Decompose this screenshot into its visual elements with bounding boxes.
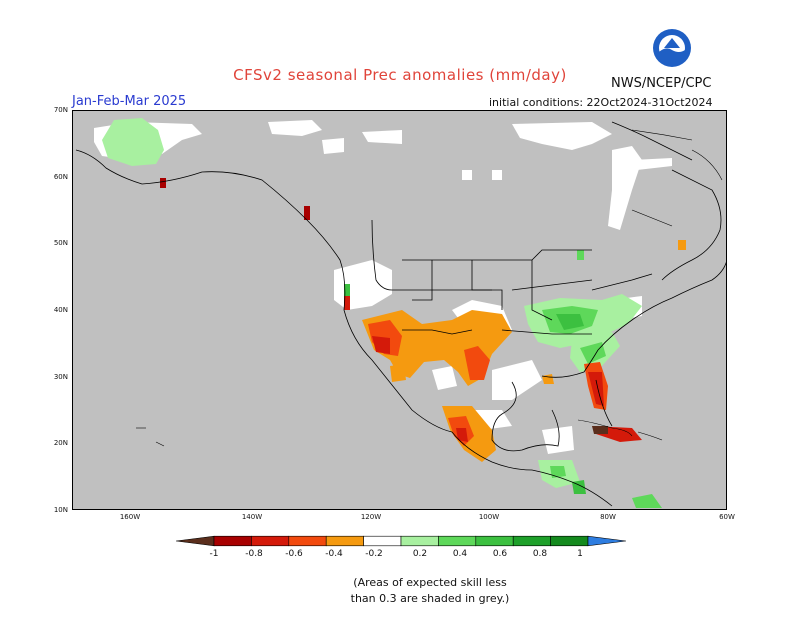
legend-tick-label: -0.4 bbox=[325, 549, 343, 559]
lon-label: 100W bbox=[478, 513, 500, 521]
lon-label: 60W bbox=[719, 513, 735, 521]
legend-swatch bbox=[438, 535, 477, 547]
legend-tick-label: 0.6 bbox=[492, 549, 508, 559]
lat-label: 50N bbox=[53, 239, 68, 247]
color-scale-legend bbox=[176, 535, 626, 547]
legend-tick-label: 0.2 bbox=[412, 549, 428, 559]
noaa-logo-icon bbox=[653, 29, 691, 67]
lat-label: 40N bbox=[53, 306, 68, 314]
lon-label: 160W bbox=[119, 513, 141, 521]
lat-label: 30N bbox=[53, 373, 68, 381]
legend-tick-label: 0.8 bbox=[532, 549, 548, 559]
precip-anomaly-map bbox=[72, 110, 727, 510]
legend-swatch bbox=[363, 535, 402, 547]
map-title: CFSv2 seasonal Prec anomalies (mm/day) bbox=[233, 66, 567, 84]
lon-label: 140W bbox=[241, 513, 263, 521]
legend-swatch bbox=[251, 535, 290, 547]
legend-swatch bbox=[288, 535, 327, 547]
forecast-period: Jan-Feb-Mar 2025 bbox=[72, 94, 187, 109]
lon-label: 120W bbox=[360, 513, 382, 521]
coastlines bbox=[75, 121, 727, 507]
islands bbox=[136, 129, 723, 447]
lat-label: 20N bbox=[53, 439, 68, 447]
lon-label: 80W bbox=[600, 513, 616, 521]
legend-swatch bbox=[550, 535, 589, 547]
initial-conditions: initial conditions: 22Oct2024-31Oct2024 bbox=[489, 96, 713, 109]
legend-swatch bbox=[176, 535, 215, 547]
skill-note-line: (Areas of expected skill less bbox=[353, 576, 507, 589]
legend-tick-label: -1 bbox=[209, 549, 219, 559]
lat-label: 70N bbox=[53, 106, 68, 114]
lat-label: 10N bbox=[53, 506, 68, 514]
agency-label: NWS/NCEP/CPC bbox=[611, 76, 712, 91]
legend-swatch bbox=[512, 535, 551, 547]
dry-anomaly-areas bbox=[160, 178, 686, 462]
legend-tick-label: -0.6 bbox=[285, 549, 303, 559]
legend-swatch bbox=[475, 535, 514, 547]
skill-note-line: than 0.3 are shaded in grey.) bbox=[350, 592, 510, 605]
legend-tick-label: -0.8 bbox=[245, 549, 263, 559]
legend-swatch bbox=[213, 535, 252, 547]
legend-swatch bbox=[400, 535, 439, 547]
legend-tick-label: -0.2 bbox=[365, 549, 383, 559]
legend-swatch bbox=[325, 535, 364, 547]
legend-tick-label: 0.4 bbox=[452, 549, 468, 559]
lat-label: 60N bbox=[53, 173, 68, 181]
wet-anomaly-areas bbox=[102, 118, 662, 508]
legend-tick-label: 1 bbox=[577, 549, 583, 559]
legend-swatch bbox=[587, 535, 626, 547]
